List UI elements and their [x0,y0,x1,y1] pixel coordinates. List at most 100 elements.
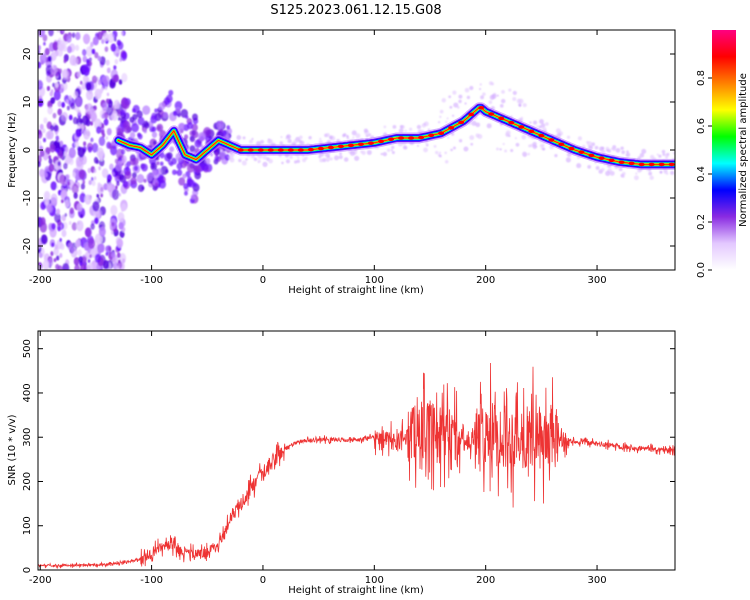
snr-x-axis-label: Height of straight line (km) [288,585,424,596]
spectrogram-noise-blob [39,149,45,158]
spectrogram-noise-blob [61,199,64,204]
spectrogram-noise-blob [68,114,73,121]
spectrogram-ridge-peak [548,138,555,142]
spectrogram-noise-blob [64,200,70,208]
spectrogram-halo-blob [308,136,312,140]
spectrogram-noise-blob [111,251,116,258]
spectrogram-noise-blob [96,193,100,198]
spectrogram-halo-blob [324,153,327,156]
spectrogram-noise-blob [57,161,61,167]
spectrogram-noise-blob [49,143,56,153]
spectrogram-halo-blob [463,146,469,152]
spectrogram-ridge-peak [648,162,655,167]
spectrogram-halo-blob [659,170,663,174]
spectrogram-noise-blob [104,86,108,91]
spectrogram-halo-blob [398,128,404,134]
spectrogram-noise-blob [184,191,188,196]
spectrogram-noise-blob [192,113,198,121]
spectrogram-noise-blob [111,189,120,201]
spectrogram-noise-blob [52,112,57,119]
spectrogram-halo-blob [554,154,558,158]
spectrogram-noise-blob [172,110,178,117]
spectrogram-noise-blob [118,192,122,197]
spectrogram-noise-blob [226,125,231,130]
spectrogram-noise-blob [86,264,91,270]
spectrogram-ridge-peak [618,160,625,165]
spectrogram-noise-blob [110,43,117,52]
spectrogram-ridge-peak [568,146,575,151]
spectrogram-noise-blob [111,222,115,227]
spectrogram-halo-blob [464,87,470,93]
spectrogram-noise-blob [188,179,195,188]
spectrogram-noise-blob [63,151,68,157]
spectrogram-halo-blob [475,122,481,128]
spectrogram-halo-blob [228,155,234,161]
spectrogram-halo-blob [382,151,388,157]
spectrogram-noise-blob [47,55,52,62]
spectrogram-noise-blob [192,130,199,139]
spectrogram-halo-blob [453,146,456,150]
spectrogram-noise-blob [86,58,90,64]
spectrogram-noise-blob [91,75,98,84]
spectrogram-noise-blob [80,213,83,219]
spectrogram-halo-blob [527,152,530,156]
spectrogram-halo-blob [458,99,462,104]
spectrogram-halo-blob [633,175,639,181]
spectrogram-halo-blob [601,146,605,150]
spectrogram-noise-blob [146,173,153,182]
spectrogram-noise-blob [38,129,43,140]
spectrogram-noise-blob [101,113,106,119]
spectrogram-halo-blob [249,139,253,144]
spectrogram-noise-blob [43,117,48,124]
spectrogram-noise-blob [53,89,61,101]
spectrogram-noise-blob [97,31,103,41]
spectrogram-noise-blob [82,55,88,63]
spectrogram-noise-blob [150,162,158,171]
spectrogram-halo-blob [618,167,623,172]
spectrogram-ridge-peak [327,145,334,150]
snr-x-tick-label: -200 [29,575,52,586]
spectrogram-noise-blob [98,166,101,171]
spectrogram-noise-blob [156,161,160,166]
spectrogram-halo-blob [339,152,342,156]
spectrogram-halo-blob [245,158,248,161]
spectrogram-noise-blob [74,264,80,270]
spectrogram-noise-blob [191,123,198,132]
spectrogram-ridge-peak [388,137,395,141]
spectrogram-noise-blob [194,139,202,148]
spectrogram-noise [38,30,675,270]
spectrogram-noise-blob [117,116,121,121]
spectrogram-noise-blob [97,55,102,62]
spectrogram-noise-blob [151,169,157,175]
spectrogram-halo-blob [439,115,442,119]
spectrogram-halo-blob [504,149,508,153]
spectrogram-noise-blob [99,88,104,94]
spectrogram-noise-blob [56,208,61,215]
spectrogram-noise-blob [94,253,101,263]
spectrogram-noise-blob [82,51,86,56]
spectrogram-noise-blob [101,129,105,135]
spectrogram-noise-blob [90,137,94,143]
spectrogram-halo-blob [325,157,331,162]
spectrogram-halo-blob [453,102,459,108]
spectrogram-ridge-peak [608,158,615,163]
spectrogram-noise-blob [42,34,48,42]
spectrogram-halo-blob [383,132,387,136]
spectrogram-halo-blob [500,98,506,104]
spectrogram-halo-blob [342,134,346,138]
spectrogram-noise-blob [118,222,124,230]
spectrogram-noise-blob [72,116,78,125]
spectrogram-noise-blob [95,159,99,165]
spectrogram-noise-blob [214,151,219,156]
spectrogram-halo-blob [452,90,457,95]
spectrogram-halo-blob [539,144,544,148]
spectrogram-halo-blob [663,170,668,175]
spectrogram-noise-blob [75,32,81,41]
spectrogram-noise-blob [57,225,61,232]
spectrogram-halo-blob [257,161,260,164]
spectrogram-noise-blob [73,192,78,199]
spectrogram-halo-blob [268,158,273,164]
spectrogram-halo-blob [391,145,395,150]
spectrogram-halo-blob [505,134,509,138]
spectrogram-noise-blob [76,203,83,212]
